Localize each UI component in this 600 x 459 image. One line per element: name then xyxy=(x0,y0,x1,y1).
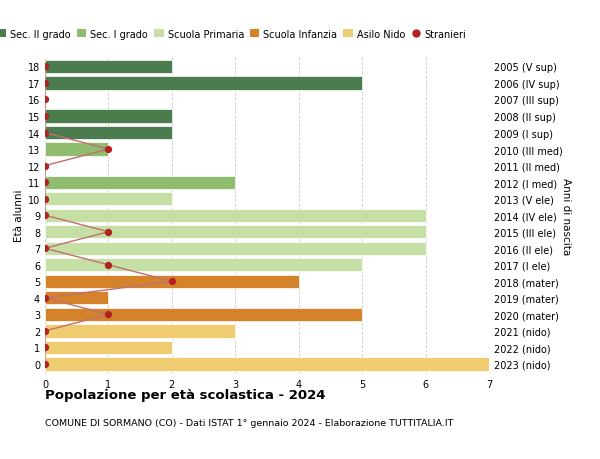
Point xyxy=(40,179,50,186)
Text: COMUNE DI SORMANO (CO) - Dati ISTAT 1° gennaio 2024 - Elaborazione TUTTITALIA.IT: COMUNE DI SORMANO (CO) - Dati ISTAT 1° g… xyxy=(45,418,454,427)
Point xyxy=(40,162,50,170)
Point xyxy=(40,295,50,302)
Point xyxy=(40,96,50,104)
Bar xyxy=(45,341,172,354)
Point xyxy=(40,64,50,71)
Bar xyxy=(45,193,172,206)
Point xyxy=(40,245,50,252)
Text: Popolazione per età scolastica - 2024: Popolazione per età scolastica - 2024 xyxy=(45,388,325,401)
Point xyxy=(167,278,176,285)
Point xyxy=(40,360,50,368)
Point xyxy=(40,212,50,219)
Bar xyxy=(45,226,425,239)
Bar xyxy=(45,308,362,321)
Bar xyxy=(45,275,299,288)
Point xyxy=(40,328,50,335)
Bar xyxy=(45,127,172,140)
Bar xyxy=(45,77,362,90)
Point xyxy=(40,113,50,120)
Bar xyxy=(45,325,235,338)
Bar xyxy=(45,258,362,272)
Bar xyxy=(45,143,109,157)
Bar xyxy=(45,110,172,123)
Point xyxy=(40,129,50,137)
Point xyxy=(104,229,113,236)
Bar xyxy=(45,291,109,305)
Legend: Sec. II grado, Sec. I grado, Scuola Primaria, Scuola Infanzia, Asilo Nido, Stran: Sec. II grado, Sec. I grado, Scuola Prim… xyxy=(0,26,470,44)
Point xyxy=(40,196,50,203)
Bar xyxy=(45,209,425,222)
Bar xyxy=(45,358,489,371)
Point xyxy=(104,262,113,269)
Y-axis label: Età alunni: Età alunni xyxy=(14,190,23,242)
Y-axis label: Anni di nascita: Anni di nascita xyxy=(561,177,571,254)
Point xyxy=(40,80,50,87)
Point xyxy=(104,146,113,153)
Point xyxy=(104,311,113,319)
Bar xyxy=(45,176,235,189)
Point xyxy=(40,344,50,352)
Bar xyxy=(45,242,425,255)
Bar xyxy=(45,61,172,74)
